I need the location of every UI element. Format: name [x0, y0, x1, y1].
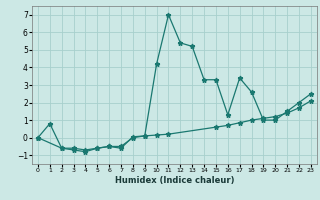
X-axis label: Humidex (Indice chaleur): Humidex (Indice chaleur) [115, 176, 234, 185]
